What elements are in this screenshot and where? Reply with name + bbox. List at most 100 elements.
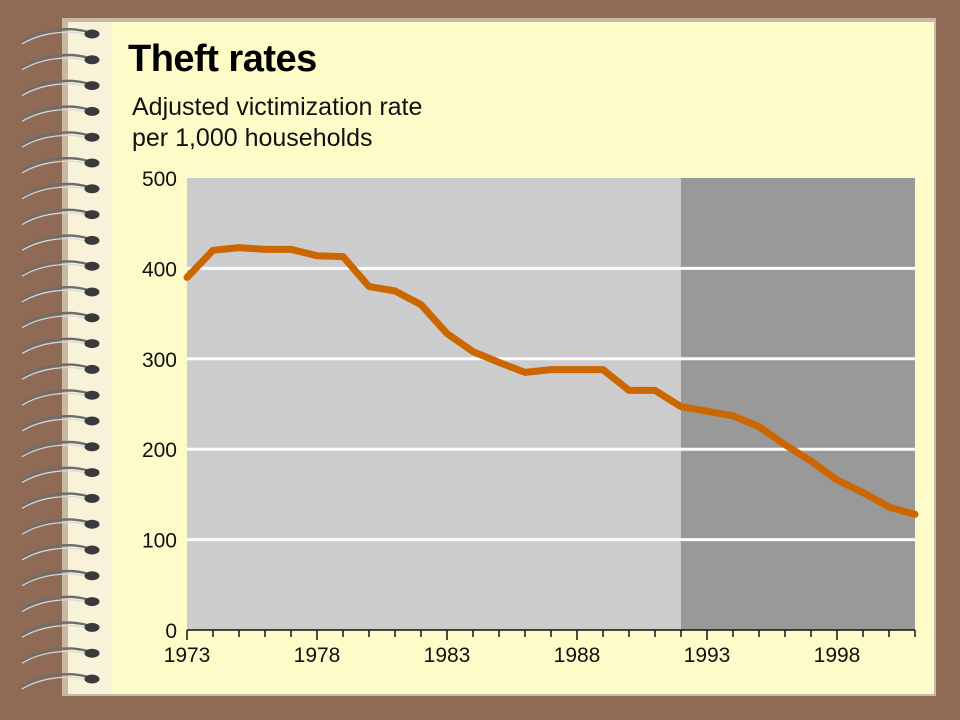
binding-ring <box>21 79 100 97</box>
ring-hole <box>84 468 100 478</box>
ring-hole <box>84 390 100 400</box>
ring-highlight <box>21 238 89 251</box>
ring-highlight <box>21 521 89 535</box>
ring-hole <box>84 364 100 374</box>
ring-hole <box>84 622 100 632</box>
ring-highlight <box>21 625 89 638</box>
ring-hole <box>84 132 100 142</box>
binding-ring <box>21 337 100 355</box>
binding-ring <box>21 260 100 277</box>
binding-ring <box>21 157 100 174</box>
binding-ring <box>21 466 100 484</box>
ring-wire <box>21 260 89 276</box>
ring-hole <box>84 106 100 116</box>
ring-wire <box>21 363 89 379</box>
binding-ring <box>21 286 100 303</box>
x-tick-label: 1978 <box>294 644 341 667</box>
ring-highlight <box>21 109 89 122</box>
y-tick-label: 100 <box>142 530 177 553</box>
y-tick-label: 0 <box>165 620 177 643</box>
ring-wire <box>21 28 89 44</box>
binding-ring <box>21 647 100 664</box>
ring-highlight <box>21 573 89 587</box>
ring-wire <box>21 182 89 198</box>
binding-ring <box>21 440 100 458</box>
y-tick-label: 200 <box>142 439 177 462</box>
binding-ring <box>21 182 100 200</box>
ring-hole <box>84 158 100 168</box>
binding-ring <box>21 28 100 45</box>
x-tick-label: 1973 <box>164 644 211 667</box>
shaded-region <box>681 178 915 630</box>
subtitle-line-2: per 1,000 households <box>132 124 373 152</box>
ring-highlight <box>21 263 89 277</box>
ring-highlight <box>21 212 89 226</box>
ring-highlight <box>21 599 89 613</box>
ring-wire <box>21 466 89 482</box>
ring-wire <box>21 440 89 456</box>
binding-ring <box>21 569 100 587</box>
binding-ring <box>21 234 100 251</box>
ring-highlight <box>21 392 89 406</box>
ring-hole <box>84 55 100 65</box>
binding-ring <box>21 595 100 613</box>
ring-highlight <box>21 57 89 71</box>
chart-subtitle: Adjusted victimization rate per 1,000 ho… <box>132 92 552 154</box>
x-tick-label: 1983 <box>424 644 471 667</box>
ring-wire <box>21 157 89 173</box>
binding-ring <box>21 518 100 535</box>
ring-hole <box>84 571 100 581</box>
ring-wire <box>21 673 89 689</box>
ring-wire <box>21 311 89 327</box>
ring-wire <box>21 647 89 663</box>
ring-wire <box>21 286 89 302</box>
ring-wire <box>21 105 89 121</box>
ring-wire <box>21 337 89 353</box>
ring-highlight <box>21 547 89 561</box>
binding-ring <box>21 53 100 71</box>
ring-hole <box>84 235 100 245</box>
ring-wire <box>21 544 89 560</box>
ring-hole <box>84 545 100 555</box>
ring-highlight <box>21 496 89 509</box>
binding-ring <box>21 131 100 148</box>
spiral-binding <box>21 28 100 690</box>
x-tick-label: 1998 <box>814 644 861 667</box>
ring-hole <box>84 442 100 452</box>
ring-highlight <box>21 186 89 200</box>
ring-wire <box>21 389 89 405</box>
ring-wire <box>21 569 89 585</box>
binding-ring <box>21 208 100 226</box>
ring-highlight <box>21 367 89 380</box>
theft-rate-line <box>183 244 919 518</box>
ring-highlight <box>21 315 89 329</box>
ring-highlight <box>21 341 89 355</box>
ring-hole <box>84 287 100 297</box>
ring-hole <box>84 416 100 426</box>
binding-ring <box>21 415 100 432</box>
y-tick-label: 400 <box>142 258 177 281</box>
ring-wire <box>21 415 89 431</box>
ring-wire <box>21 518 89 534</box>
ring-hole <box>84 674 100 684</box>
binding-ring <box>21 389 100 406</box>
ring-wire <box>21 234 89 250</box>
ring-hole <box>84 519 100 529</box>
ring-hole <box>84 210 100 220</box>
ring-hole <box>84 493 100 503</box>
ring-highlight <box>21 160 89 174</box>
binding-ring <box>21 544 100 561</box>
chart-title: Theft rates <box>128 38 317 80</box>
ring-wire <box>21 621 89 637</box>
ring-highlight <box>21 444 89 458</box>
ring-highlight <box>21 418 89 432</box>
ring-wire <box>21 492 89 508</box>
binding-ring <box>21 492 100 509</box>
ring-hole <box>84 339 100 349</box>
ring-highlight <box>21 470 89 484</box>
ring-wire <box>21 595 89 611</box>
ring-hole <box>84 313 100 323</box>
ring-highlight <box>21 31 89 45</box>
ring-wire <box>21 53 89 69</box>
ring-wire <box>21 131 89 147</box>
